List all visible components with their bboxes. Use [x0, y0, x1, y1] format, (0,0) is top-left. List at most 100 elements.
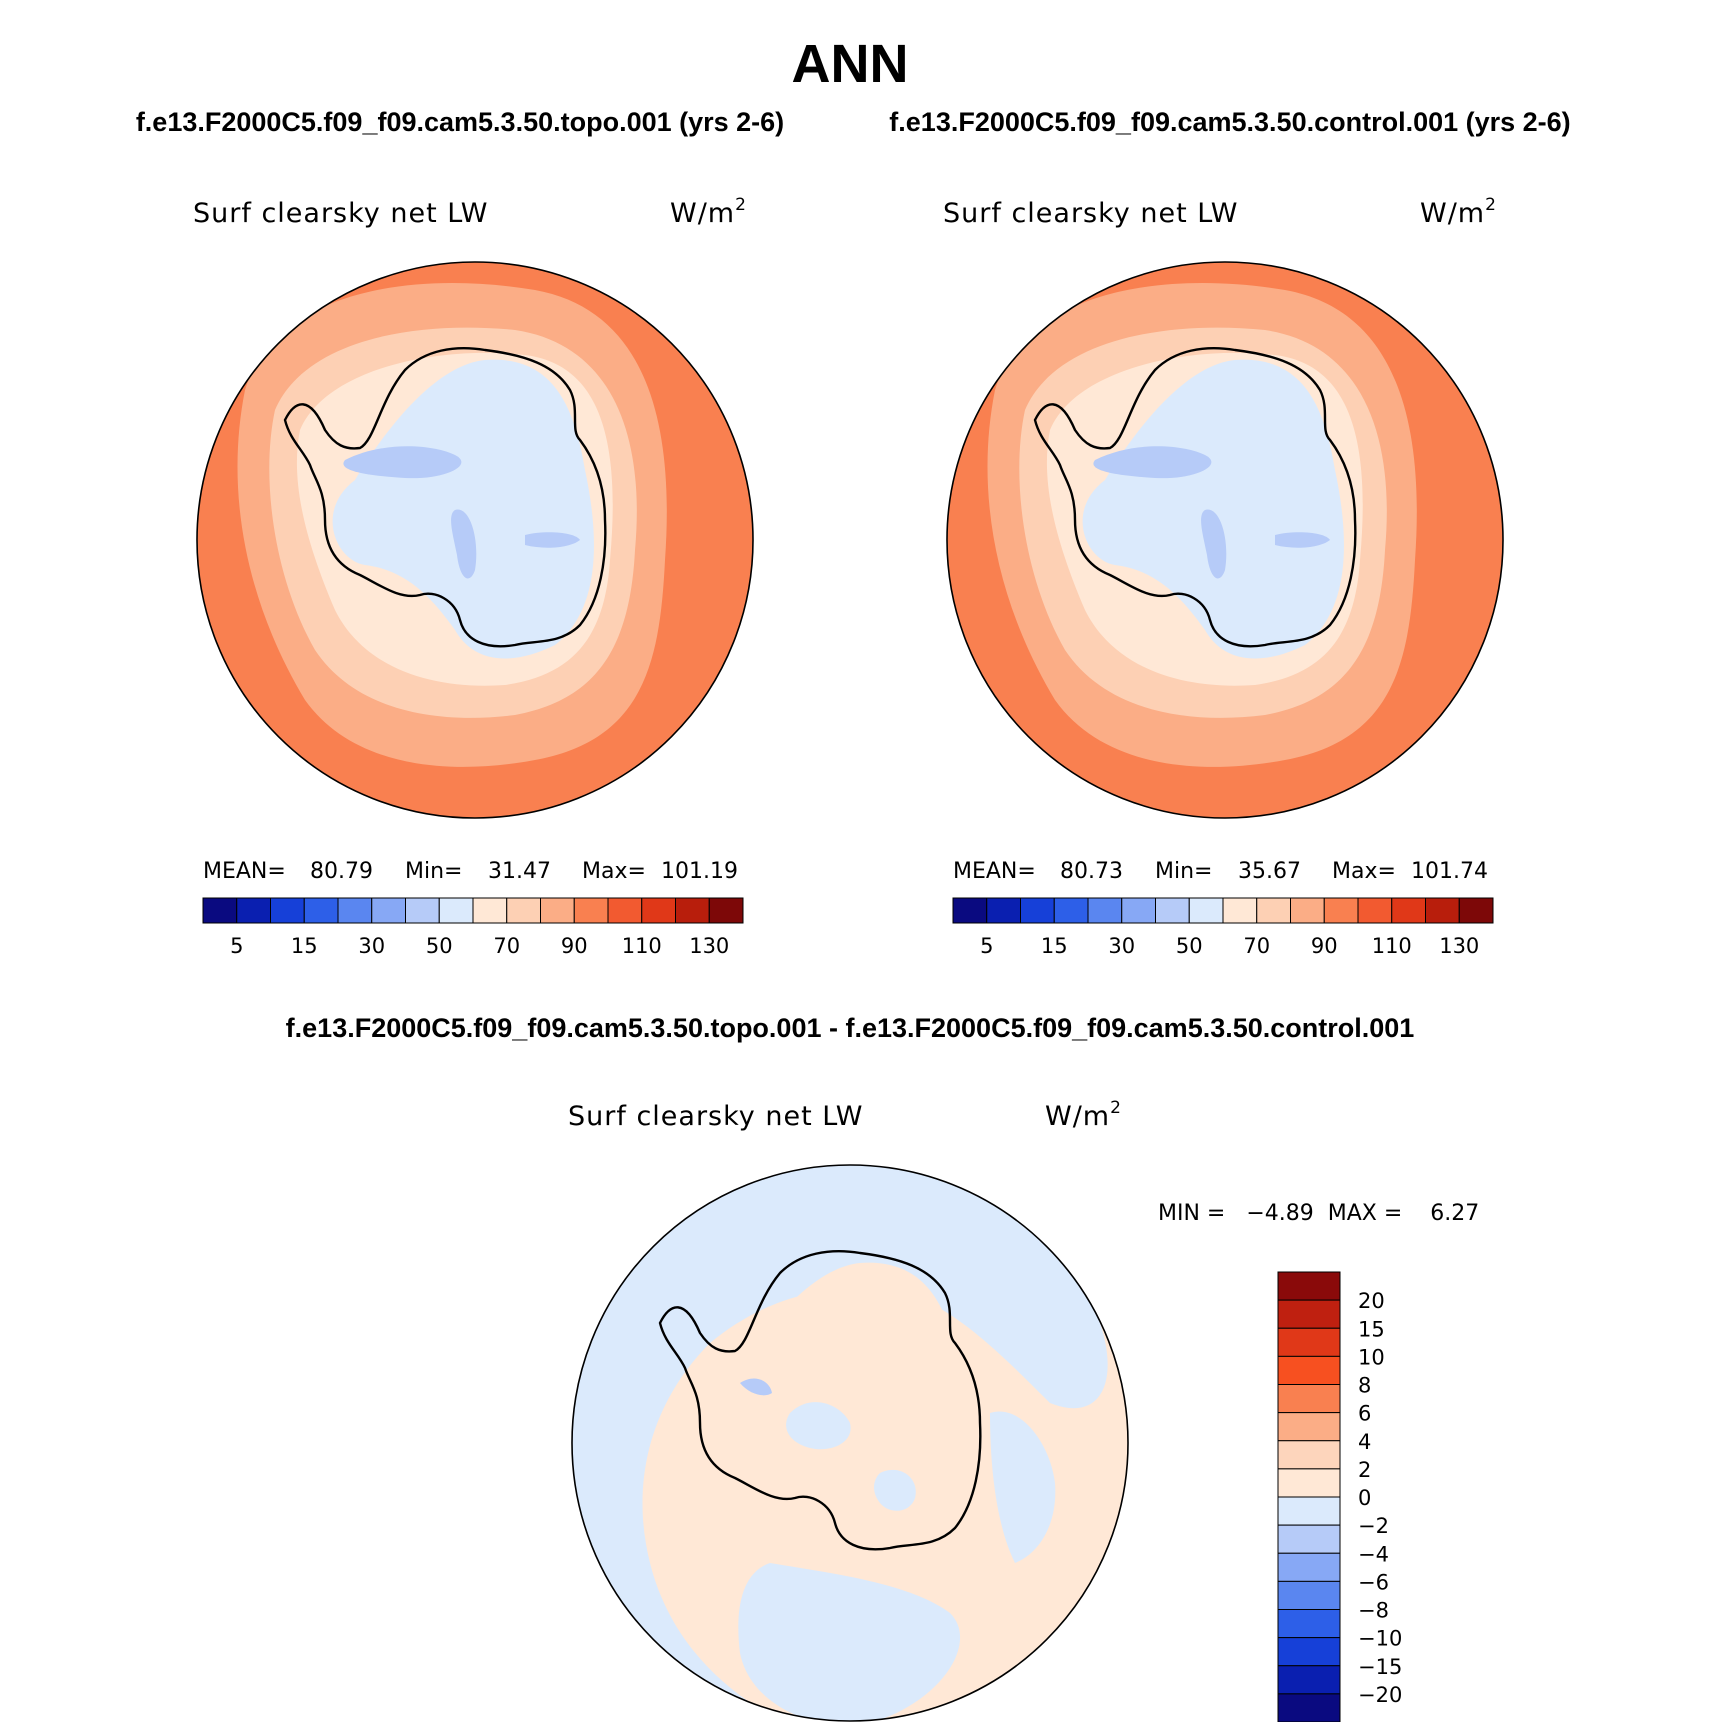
map-left-ice-low-3 [525, 532, 580, 548]
panel-left-case-title: f.e13.F2000C5.f09_f09.cam5.3.50.topo.001… [136, 107, 784, 137]
panel-left-max-label: Max= [582, 859, 646, 884]
map-diff-coastline [658, 1250, 982, 1551]
panel-right-stats: MEAN= 80.73 Min= 35.67 Max= 101.74 [953, 859, 1488, 884]
difference-units-base: W/m [1045, 1101, 1110, 1132]
colorbar-difference-swatch [1277, 1665, 1341, 1695]
figure-title: ANN [792, 34, 909, 94]
colorbar-left: 5 15 30 50 70 90 110 130 [202, 897, 744, 958]
colorbar-difference-swatch [1277, 1384, 1341, 1414]
panel-left-max-value: 101.19 [661, 859, 738, 884]
colorbar-left-swatch [202, 897, 238, 924]
colorbar-right-swatch [1458, 897, 1494, 924]
map-diff-border [571, 1164, 1129, 1722]
colorbar-left-swatch [270, 897, 305, 924]
colorbar-right-swatch [1425, 897, 1460, 924]
colorbar-difference-tick-label: −20 [1358, 1683, 1402, 1707]
colorbar-left-tick-label: 130 [689, 934, 729, 958]
colorbar-difference-swatch [1277, 1496, 1341, 1526]
colorbar-difference-tick-label: −10 [1358, 1627, 1402, 1651]
colorbar-difference-swatch [1277, 1693, 1341, 1722]
map-panel-right [946, 261, 1504, 819]
panel-right-max-value: 101.74 [1411, 859, 1488, 884]
map-right-ice-low-3 [1275, 532, 1330, 548]
panel-right-units-exponent: 2 [1485, 195, 1497, 215]
colorbar-difference-swatch [1277, 1271, 1341, 1301]
colorbar-right-swatch [1222, 897, 1258, 924]
panel-left-mean-value: 80.79 [310, 859, 373, 884]
colorbar-left-tick-label: 5 [230, 934, 243, 958]
colorbar-right-tick-label: 130 [1439, 934, 1479, 958]
panel-right-mean-label: MEAN= [953, 859, 1036, 884]
colorbar-right-swatch [1053, 897, 1089, 924]
colorbar-right-swatch [986, 897, 1021, 924]
difference-variable-label: Surf clearsky net LW [568, 1101, 864, 1132]
colorbar-right-swatch [1323, 897, 1359, 924]
map-right-ice-low-1 [1093, 446, 1212, 479]
colorbar-difference-swatch [1277, 1355, 1341, 1385]
panel-right-variable-label: Surf clearsky net LW [943, 198, 1239, 229]
colorbar-right-swatch [1155, 897, 1190, 924]
map-diff-ice-patch-2 [874, 1469, 916, 1511]
map-right-ice-sheet [1082, 359, 1344, 659]
map-diff-negative-region-east [990, 1411, 1056, 1563]
colorbar-left-swatch [337, 897, 373, 924]
colorbar-left-swatch [303, 897, 339, 924]
colorbar-left-swatch [675, 897, 710, 924]
map-left-ice-low-1 [343, 446, 462, 479]
colorbar-difference-tick-label: −2 [1358, 1514, 1389, 1538]
difference-title: f.e13.F2000C5.f09_f09.cam5.3.50.topo.001… [286, 1013, 1415, 1043]
panel-left-mean-label: MEAN= [203, 859, 286, 884]
colorbar-right-swatch [1087, 897, 1123, 924]
colorbar-left-swatch [438, 897, 474, 924]
map-right-coastline [1033, 347, 1357, 648]
colorbar-difference-tick-label: 2 [1358, 1458, 1371, 1482]
panel-left-min-value: 31.47 [488, 859, 551, 884]
map-left-ice-low-2 [451, 509, 477, 579]
map-left-ice-sheet [332, 359, 594, 659]
colorbar-right: 5 15 30 50 70 90 110 130 [952, 897, 1494, 958]
panel-right-units-base: W/m [1420, 198, 1485, 229]
colorbar-right-swatch [1290, 897, 1325, 924]
colorbar-right-tick-label: 50 [1176, 934, 1203, 958]
panel-left-variable-label: Surf clearsky net LW [193, 198, 489, 229]
colorbar-right-tick-label: 90 [1311, 934, 1338, 958]
colorbar-right-swatch [1121, 897, 1156, 924]
colorbar-difference-tick-label: 20 [1358, 1289, 1385, 1313]
colorbar-difference-tick-label: −4 [1358, 1542, 1389, 1566]
colorbar-right-tick-label: 15 [1041, 934, 1068, 958]
colorbar-right-swatch [1391, 897, 1426, 924]
panel-right-min-label: Min= [1155, 859, 1212, 884]
colorbar-left-swatch [506, 897, 541, 924]
difference-units-label: W/m2 [1045, 1098, 1122, 1132]
colorbar-left-swatch [472, 897, 508, 924]
map-diff-negative-region-south [738, 1563, 961, 1721]
map-panel-difference [571, 1164, 1129, 1722]
colorbar-difference-tick-label: 6 [1358, 1402, 1371, 1426]
colorbar-right-tick-label: 30 [1108, 934, 1135, 958]
map-left-border [196, 261, 754, 819]
colorbar-right-swatch [1188, 897, 1224, 924]
colorbar-left-swatch [236, 897, 271, 924]
panel-right-units-label: W/m2 [1420, 195, 1497, 229]
colorbar-difference-tick-label: −6 [1358, 1570, 1389, 1594]
panel-right-max-label: Max= [1332, 859, 1396, 884]
colorbar-difference-swatch [1277, 1637, 1341, 1667]
panel-right-case-title: f.e13.F2000C5.f09_f09.cam5.3.50.control.… [889, 107, 1570, 137]
map-diff-ice-strong-neg [740, 1378, 772, 1396]
colorbar-right-swatch [1256, 897, 1291, 924]
map-right-ice-low-2 [1201, 509, 1227, 579]
colorbar-difference-swatch [1277, 1609, 1341, 1639]
colorbar-right-tick-label: 70 [1243, 934, 1270, 958]
colorbar-left-swatch [540, 897, 575, 924]
map-diff-negative-region-ocean [572, 1165, 1108, 1721]
colorbar-left-tick-label: 50 [426, 934, 453, 958]
colorbar-difference-swatch [1277, 1468, 1341, 1498]
colorbar-left-swatch [641, 897, 676, 924]
colorbar-difference-tick-label: 8 [1358, 1374, 1371, 1398]
panel-right-min-value: 35.67 [1238, 859, 1301, 884]
colorbar-difference-swatch [1277, 1552, 1341, 1582]
colorbar-left-tick-label: 70 [493, 934, 520, 958]
colorbar-difference-swatch [1277, 1412, 1341, 1442]
